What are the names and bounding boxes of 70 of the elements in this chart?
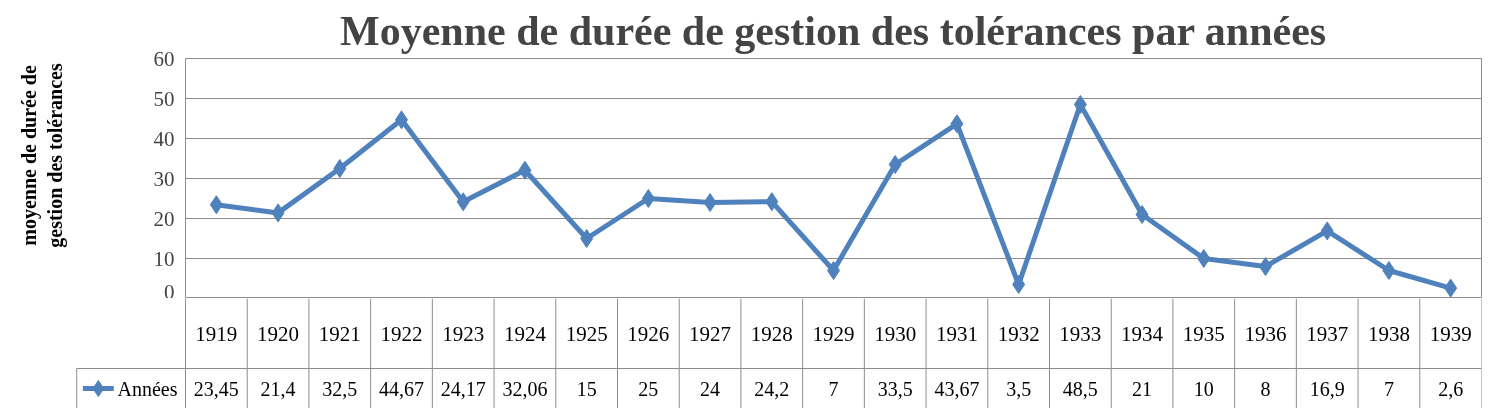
data-label: 2,6 xyxy=(1438,377,1464,400)
data-label: 7 xyxy=(1383,377,1394,400)
data-label: 32,5 xyxy=(322,377,358,400)
x-tick-label: 1919 xyxy=(195,321,238,346)
data-label: 43,67 xyxy=(934,377,980,400)
data-label: 8 xyxy=(1260,377,1271,400)
y-tick-label: 30 xyxy=(153,166,175,191)
x-tick-label: 1920 xyxy=(257,321,300,346)
x-tick-label: 1926 xyxy=(627,321,670,346)
point xyxy=(456,192,470,212)
y-axis-title: moyenne de durée de gestion des tolérances xyxy=(17,63,67,248)
data-label: 7 xyxy=(828,377,839,400)
data-label: 21,4 xyxy=(260,377,296,400)
legend-label: Années xyxy=(117,377,178,400)
point xyxy=(765,192,779,212)
x-tick-label: 1922 xyxy=(380,321,423,346)
point xyxy=(518,160,532,180)
x-tick-label: 1936 xyxy=(1244,321,1287,346)
data-label: 24 xyxy=(700,377,721,400)
y-tick-label: 60 xyxy=(153,46,175,71)
data-label: 24,2 xyxy=(754,377,790,400)
x-tick-label: 1938 xyxy=(1367,321,1410,346)
point xyxy=(888,155,902,174)
x-tick-label: 1921 xyxy=(318,321,361,346)
point xyxy=(209,195,223,215)
chart-title: Moyenne de durée de gestion des tolérances par années xyxy=(340,7,1327,54)
point xyxy=(703,193,717,212)
y-tick-label: 10 xyxy=(153,246,175,271)
point xyxy=(950,114,964,134)
data-label: 10 xyxy=(1193,377,1214,400)
data-label: 3,5 xyxy=(1006,377,1032,400)
point xyxy=(271,203,285,223)
x-tick-label: 1932 xyxy=(997,321,1040,346)
point xyxy=(1135,205,1149,224)
y-tick-label: 50 xyxy=(153,86,175,111)
y-tick-label: 20 xyxy=(153,206,175,231)
data-label: 32,06 xyxy=(502,377,548,400)
x-tick-label: 1939 xyxy=(1429,321,1472,346)
data-label: 33,5 xyxy=(877,377,913,400)
x-tick-label: 1923 xyxy=(442,321,485,346)
x-tick-label: 1931 xyxy=(935,321,978,346)
x-tick-label: 1925 xyxy=(565,321,608,346)
x-tick-label: 1928 xyxy=(750,321,793,346)
point xyxy=(1382,261,1396,280)
x-tick-label: 1924 xyxy=(503,321,547,346)
x-tick-label: 1937 xyxy=(1306,321,1349,346)
x-tick-label: 1935 xyxy=(1182,321,1225,346)
y-tick-label: 40 xyxy=(153,126,175,151)
point xyxy=(1444,278,1458,298)
point xyxy=(580,229,594,248)
data-label: 23,45 xyxy=(193,377,239,400)
point xyxy=(1197,249,1211,268)
point xyxy=(1073,95,1087,114)
point xyxy=(1320,221,1334,241)
x-tick-label: 1934 xyxy=(1121,321,1164,346)
data-label: 15 xyxy=(576,377,597,400)
data-label: 44,67 xyxy=(379,377,424,400)
y-tick-label: 0 xyxy=(164,279,175,304)
x-tick-label: 1927 xyxy=(689,321,732,346)
point xyxy=(641,189,655,208)
x-tick-label: 1933 xyxy=(1059,321,1102,346)
x-tick-label: 1930 xyxy=(874,321,917,346)
data-label: 16,9 xyxy=(1309,377,1345,400)
data-label: 24,17 xyxy=(440,377,486,400)
point xyxy=(333,159,347,178)
point xyxy=(1012,275,1026,294)
x-tick-label: 1929 xyxy=(812,321,855,346)
data-label: 25 xyxy=(638,377,659,400)
data-label: 48,5 xyxy=(1062,377,1098,400)
data-label: 21 xyxy=(1132,377,1153,400)
